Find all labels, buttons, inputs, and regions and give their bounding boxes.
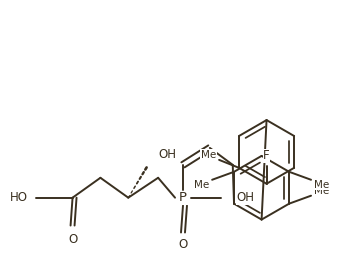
Text: HO: HO [10, 191, 28, 204]
Text: OH: OH [158, 149, 176, 162]
Text: O: O [178, 238, 187, 251]
Text: Me: Me [194, 180, 209, 190]
Text: O: O [68, 233, 77, 246]
Text: F: F [263, 149, 270, 162]
Text: Me: Me [201, 150, 216, 160]
Text: P: P [179, 191, 187, 204]
Text: Me: Me [314, 186, 329, 196]
Text: Me: Me [314, 180, 329, 190]
Text: OH: OH [237, 191, 255, 204]
